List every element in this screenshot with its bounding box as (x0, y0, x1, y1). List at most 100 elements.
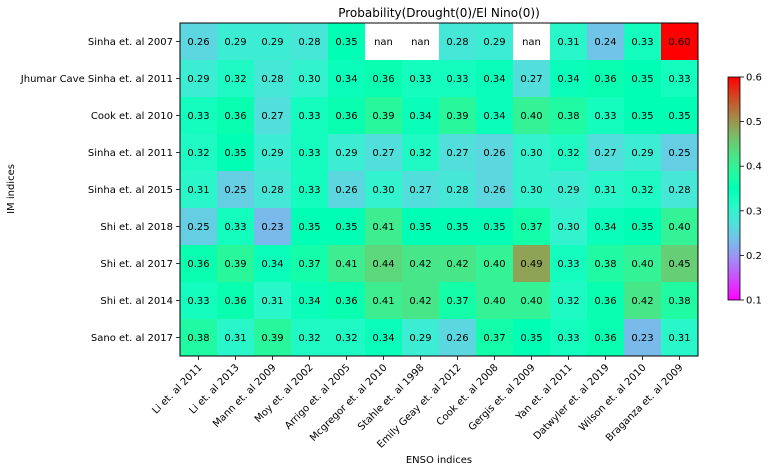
heatmap-cell (180, 319, 218, 357)
cell-value-label: 0.27 (446, 148, 468, 159)
heatmap-cell (513, 23, 551, 61)
cell-value-label: 0.33 (298, 185, 320, 196)
heatmap-cell (661, 97, 699, 135)
cell-value-label: 0.41 (372, 222, 394, 233)
heatmap-cell (180, 282, 218, 320)
heatmap-cell (439, 134, 477, 172)
heatmap-cell (291, 245, 329, 283)
heatmap-cell (587, 97, 625, 135)
cell-value-label: 0.31 (224, 333, 246, 344)
heatmap-cell (180, 171, 218, 209)
cell-value-label: 0.31 (668, 333, 690, 344)
heatmap-cell (476, 134, 514, 172)
heatmap-cell (328, 171, 366, 209)
cell-value-label: 0.29 (483, 37, 505, 48)
cell-value-label: 0.36 (335, 296, 357, 307)
cell-value-label: 0.33 (298, 148, 320, 159)
cell-value-label: 0.42 (409, 296, 431, 307)
heatmap-cell (661, 245, 699, 283)
cell-value-label: 0.32 (631, 185, 653, 196)
colorbar-tick-label: 0.4 (746, 162, 762, 173)
heatmap-cell (587, 282, 625, 320)
cell-value-label: 0.29 (224, 37, 246, 48)
heatmap-cell (476, 208, 514, 246)
cell-value-label: 0.39 (261, 333, 283, 344)
cell-value-label: 0.34 (483, 74, 505, 85)
cell-value-label: 0.35 (483, 222, 505, 233)
heatmap-cell (513, 171, 551, 209)
colorbar-tick-label: 0.6 (746, 73, 762, 84)
cell-value-label: 0.38 (594, 259, 616, 270)
cell-value-label: 0.27 (261, 111, 283, 122)
cell-value-label: 0.37 (520, 222, 542, 233)
cell-value-label: 0.35 (224, 148, 246, 159)
heatmap-cell (180, 208, 218, 246)
cell-value-label: 0.44 (372, 259, 394, 270)
heatmap-cell (328, 23, 366, 61)
heatmap-cell (291, 282, 329, 320)
cell-value-label: 0.45 (668, 259, 690, 270)
cell-value-label: 0.38 (668, 296, 690, 307)
cell-value-label: 0.26 (483, 148, 505, 159)
heatmap-cell (513, 208, 551, 246)
heatmap-cell (661, 282, 699, 320)
cell-value-label: 0.31 (557, 37, 579, 48)
cell-value-label: 0.29 (261, 148, 283, 159)
cell-value-label: 0.27 (409, 185, 431, 196)
heatmap-cell (550, 245, 588, 283)
x-tick-label: Arrigo et. al 2005 (283, 362, 352, 431)
heatmap-cell (513, 282, 551, 320)
heatmap-cell (587, 134, 625, 172)
heatmap-cell (402, 23, 440, 61)
heatmap-cell (254, 208, 292, 246)
heatmap-cell (587, 60, 625, 98)
cell-value-label: 0.32 (557, 296, 579, 307)
heatmap-cell (402, 60, 440, 98)
cell-value-label: 0.35 (409, 222, 431, 233)
cell-value-label: 0.36 (335, 111, 357, 122)
heatmap-cell (328, 282, 366, 320)
cell-value-label: 0.35 (631, 74, 653, 85)
y-tick-label: Shi et. al 2017 (100, 259, 173, 270)
cell-value-label: 0.36 (187, 259, 209, 270)
heatmap-cell (328, 208, 366, 246)
cell-value-label: 0.29 (631, 148, 653, 159)
cell-value-label: 0.36 (224, 111, 246, 122)
cell-value-label: 0.28 (446, 185, 468, 196)
heatmap-cell (661, 319, 699, 357)
heatmap-cell (513, 97, 551, 135)
cell-value-label: 0.35 (298, 222, 320, 233)
heatmap-cell (624, 23, 662, 61)
heatmap-cell (439, 208, 477, 246)
heatmap-cell (365, 208, 403, 246)
heatmap-cell (291, 60, 329, 98)
heatmap-cell (661, 134, 699, 172)
cell-value-label: 0.32 (409, 148, 431, 159)
cell-value-label: 0.42 (409, 259, 431, 270)
heatmap-cell (365, 171, 403, 209)
y-tick-label: Shi et. al 2018 (100, 222, 173, 233)
cell-value-label: 0.36 (594, 333, 616, 344)
heatmap-cell (217, 97, 255, 135)
heatmap-cell (291, 134, 329, 172)
colorbar-tick-label: 0.2 (746, 251, 762, 262)
cell-value-label: 0.40 (483, 296, 505, 307)
cell-value-label: 0.30 (557, 222, 579, 233)
heatmap-cell (217, 60, 255, 98)
cell-value-label: 0.31 (261, 296, 283, 307)
y-tick-label: Cook et. al 2010 (91, 111, 173, 122)
cell-value-label: 0.34 (557, 74, 579, 85)
heatmap-cell (587, 319, 625, 357)
heatmap-cell (365, 60, 403, 98)
cell-value-label: 0.30 (520, 148, 542, 159)
x-axis-label: ENSO indices (406, 455, 472, 466)
cell-value-label: 0.35 (520, 333, 542, 344)
heatmap-cell (217, 208, 255, 246)
cell-value-label: 0.28 (261, 185, 283, 196)
heatmap-cell (513, 60, 551, 98)
heatmap-cell (328, 319, 366, 357)
heatmap-cell (291, 171, 329, 209)
cell-value-label: 0.40 (483, 259, 505, 270)
heatmap-cell (550, 319, 588, 357)
